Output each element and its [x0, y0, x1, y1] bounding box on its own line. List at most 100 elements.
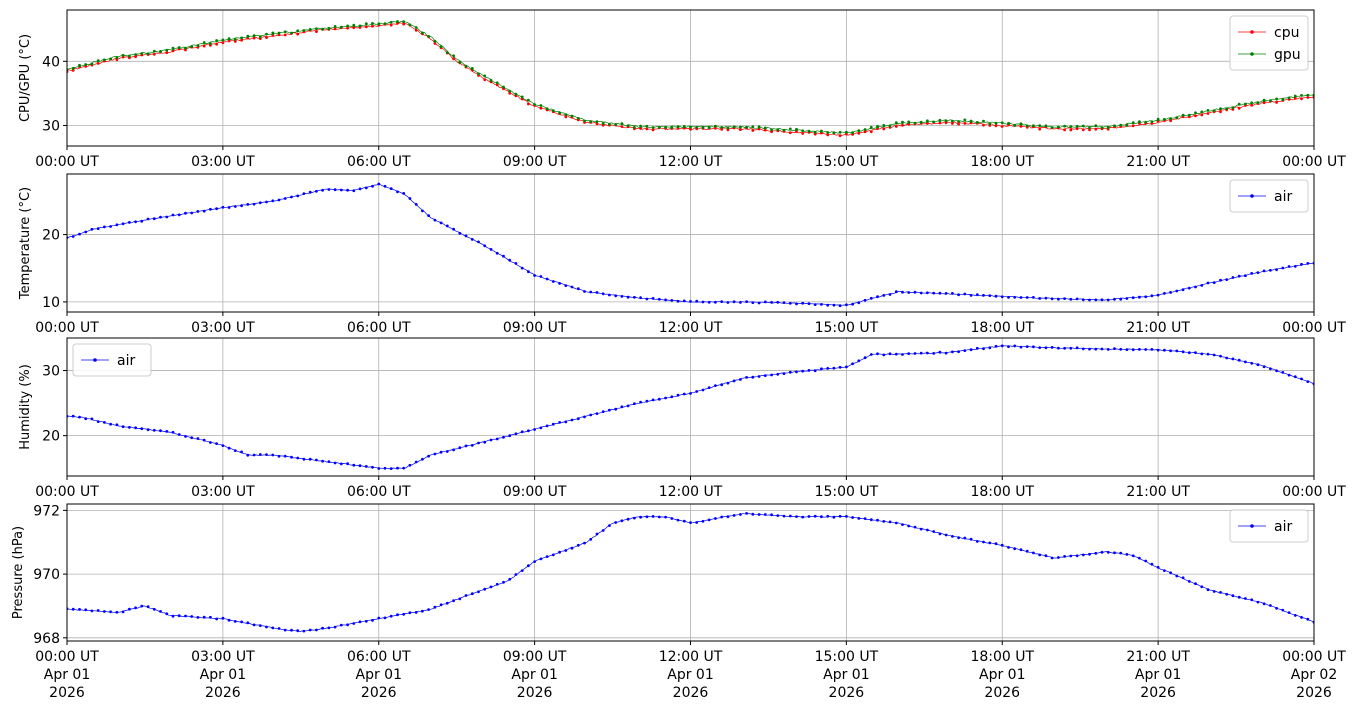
data-point-air — [495, 251, 499, 255]
data-point-cpu — [364, 25, 368, 29]
data-point-air — [676, 518, 680, 522]
legend-swatch-marker — [1250, 52, 1254, 56]
data-point-air — [770, 513, 773, 517]
data-point-cpu — [882, 127, 886, 131]
data-point-air — [227, 618, 231, 622]
data-point-cpu — [826, 133, 830, 137]
data-point-air — [190, 615, 194, 618]
data-point-air — [71, 414, 75, 418]
data-point-air — [845, 365, 848, 369]
data-point-gpu — [969, 119, 973, 123]
y-axis: 968 970 972 — [33, 503, 67, 647]
data-point-air — [926, 528, 929, 532]
data-point-air — [951, 292, 954, 295]
data-point-cpu — [1293, 96, 1297, 100]
data-point-air — [1250, 361, 1254, 365]
y-tick-label: 20 — [42, 429, 60, 445]
data-point-air — [308, 457, 312, 461]
data-point-gpu — [670, 126, 674, 129]
data-point-air — [1150, 348, 1154, 351]
data-point-air — [271, 199, 275, 203]
data-point-air — [520, 569, 524, 572]
data-point-air — [739, 301, 742, 304]
data-point-cpu — [863, 130, 867, 134]
data-point-air — [520, 430, 524, 434]
data-point-air — [240, 204, 244, 208]
data-point-gpu — [402, 20, 406, 23]
data-point-air — [209, 615, 212, 619]
data-point-air — [1187, 580, 1191, 583]
data-point-air — [657, 397, 661, 401]
data-point-gpu — [876, 125, 879, 128]
data-point-cpu — [1081, 128, 1085, 132]
data-point-gpu — [121, 53, 125, 57]
series-air — [67, 512, 1314, 633]
data-point-air — [252, 202, 256, 206]
data-point-air — [1156, 565, 1160, 569]
data-point-gpu — [757, 125, 761, 129]
data-point-cpu — [1131, 124, 1135, 128]
data-point-air — [371, 184, 374, 188]
x-tick-label: 06:00 UT — [347, 154, 411, 170]
data-point-air — [371, 619, 374, 622]
data-point-air — [1000, 295, 1004, 299]
data-point-gpu — [1250, 101, 1254, 105]
data-point-gpu — [1075, 124, 1079, 128]
data-point-air — [215, 207, 219, 211]
data-point-air — [377, 467, 381, 470]
chart-panel-3: 00:00 UT 03:00 UT 06:00 UT 09:00 UT 12:00 UT… — [18, 337, 1346, 500]
data-point-gpu — [589, 120, 593, 124]
data-point-cpu — [982, 123, 985, 127]
y-axis-label: Humidity (%) — [18, 364, 33, 450]
data-point-air — [932, 352, 936, 355]
data-point-air — [963, 292, 967, 296]
data-point-cpu — [265, 36, 268, 39]
data-point-gpu — [414, 26, 418, 29]
data-point-air — [539, 275, 543, 278]
data-point-air — [346, 623, 349, 627]
data-point-air — [439, 450, 443, 454]
data-point-air — [1131, 554, 1135, 558]
data-point-gpu — [894, 121, 898, 125]
data-point-air — [851, 302, 854, 306]
data-point-cpu — [801, 132, 805, 135]
x-axis: 00:00 UT 03:00 UT 06:00 UT 09:00 UT 12:00 UT… — [35, 476, 1346, 500]
data-point-air — [371, 465, 374, 469]
data-point-air — [1194, 351, 1197, 354]
data-point-gpu — [439, 45, 443, 49]
data-point-air — [1063, 555, 1066, 558]
data-point-gpu — [583, 119, 586, 123]
data-point-gpu — [1163, 117, 1166, 121]
data-point-air — [1019, 548, 1023, 552]
data-point-gpu — [171, 46, 175, 50]
data-point-air — [726, 381, 730, 385]
data-point-air — [134, 426, 138, 430]
data-point-air — [477, 240, 480, 244]
data-point-cpu — [221, 41, 225, 45]
data-point-air — [570, 418, 574, 422]
data-point-gpu — [1050, 126, 1054, 129]
data-point-air — [414, 203, 418, 206]
data-point-air — [664, 515, 667, 519]
data-point-air — [988, 346, 992, 350]
data-point-gpu — [851, 131, 854, 135]
data-point-gpu — [283, 30, 287, 34]
data-point-air — [832, 366, 836, 370]
data-point-gpu — [657, 126, 661, 129]
data-point-air — [863, 517, 867, 520]
x-tick-label: 06:00 UT — [347, 484, 411, 500]
data-point-gpu — [327, 27, 331, 31]
x-tick-label: 15:00 UT — [815, 320, 879, 336]
y-tick-label: 30 — [42, 118, 60, 134]
data-point-gpu — [1063, 124, 1066, 128]
data-point-air — [813, 369, 817, 373]
data-point-air — [745, 300, 748, 303]
data-point-cpu — [763, 128, 767, 132]
data-point-air — [1000, 344, 1004, 348]
y-tick-label: 968 — [33, 631, 60, 647]
grid-lines — [66, 10, 1315, 146]
data-point-air — [146, 428, 150, 432]
data-point-air — [159, 215, 162, 219]
data-point-air — [271, 453, 275, 457]
data-point-gpu — [508, 89, 512, 93]
